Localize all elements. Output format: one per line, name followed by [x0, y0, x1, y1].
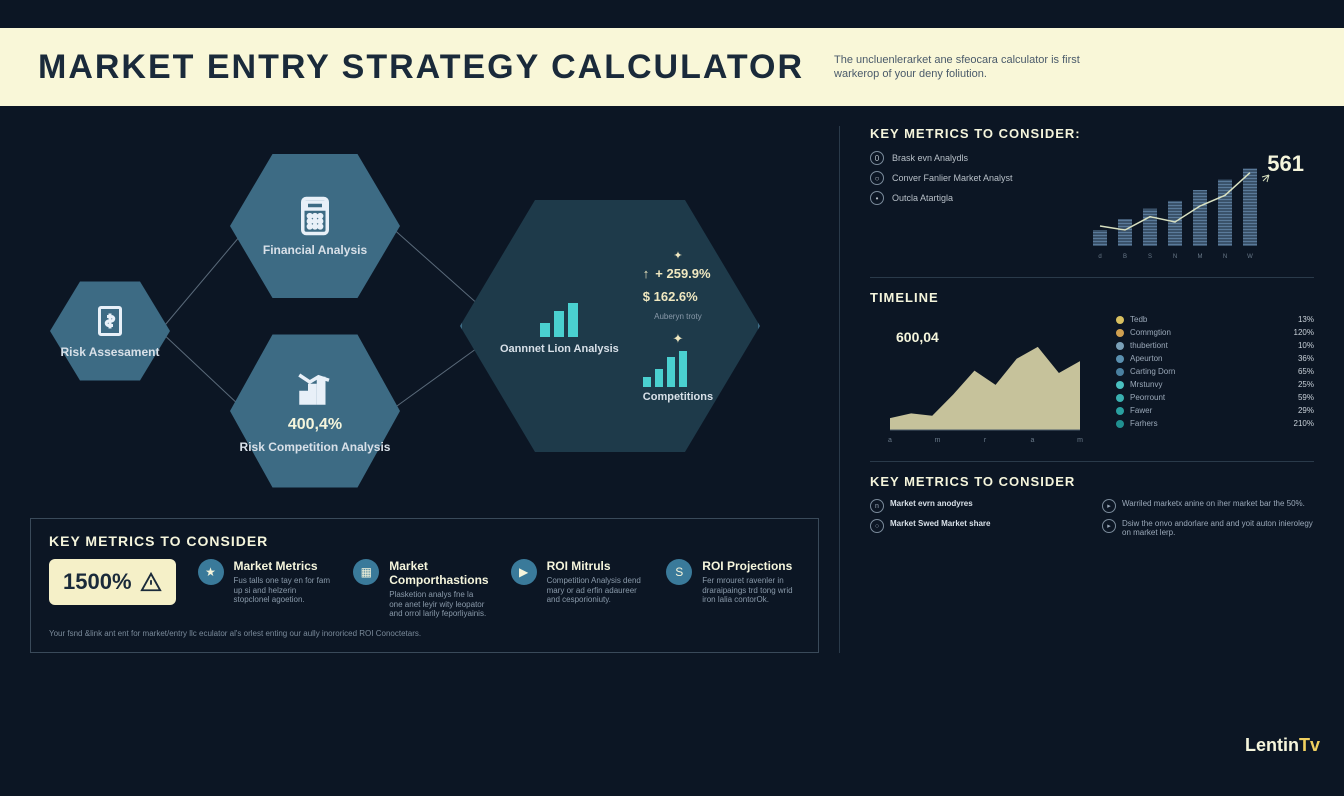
bottom-panel-title: KEY METRICS TO CONSIDER — [49, 533, 800, 549]
svg-text:W: W — [1247, 254, 1253, 260]
metric-icon: ▦ — [353, 559, 379, 585]
legend-item: Apeurton36% — [1116, 354, 1314, 363]
mini-bar-chart-1 — [540, 297, 578, 337]
svg-text:d: d — [1098, 254, 1101, 260]
percentage-badge: 1500% — [49, 559, 176, 605]
timeline-value: 600,04 — [896, 329, 939, 345]
warning-icon — [140, 571, 162, 593]
metric-title: ROI Projections — [702, 559, 800, 573]
metric-desc: Fus talls one tay en for fam up si and h… — [234, 576, 332, 605]
big-number: 561 — [1267, 151, 1304, 177]
footnote: Your fsnd &link ant ent for market/entry… — [49, 629, 800, 638]
bar-chart-icon — [294, 368, 336, 410]
key-metrics-section: KEY METRICS TO CONSIDER: 0Brask evn Anal… — [870, 126, 1314, 261]
calculator-icon — [294, 195, 336, 237]
metric-item: ▶ ROI Mitruls Competition Analysis dend ma… — [511, 559, 645, 619]
legend-item: thubertiont10% — [1116, 341, 1314, 350]
central-label-2: Competitions — [643, 391, 713, 403]
hex-value: 400,4% — [288, 416, 342, 434]
svg-text:m: m — [1077, 437, 1083, 444]
central-label-1: Oannnet Lion Analysіs — [500, 343, 619, 355]
svg-text:B: B — [1123, 254, 1127, 260]
metric-title: Market Metrics — [234, 559, 332, 573]
metric-icon: ★ — [198, 559, 224, 585]
right-panel: KEY METRICS TO CONSIDER: 0Brask evn Anal… — [860, 126, 1314, 653]
metric-item: ▦ Market Comporthastions Plasketion analys… — [353, 559, 488, 619]
svg-text:M: M — [1198, 254, 1203, 260]
metric-icon: S — [666, 559, 692, 585]
page-subtitle: The uncluenlerarket ane sfeocara calcula… — [834, 53, 1114, 82]
timeline-section: TIMELINE 600,04 a m r a m Tedb13% Commgtion12… — [870, 277, 1314, 445]
hex-label: Risk Assesament — [61, 345, 160, 359]
svg-text:N: N — [1223, 254, 1227, 260]
page-title: MARKET ENTRY STRATEGY CALCULATOR — [38, 48, 804, 87]
metric-title: Market Comporthastions — [389, 559, 488, 587]
hex-label: Risk Competition Analysis — [240, 440, 391, 454]
legend-item: Farhers210% — [1116, 419, 1314, 428]
legend-item: Tedb13% — [1116, 315, 1314, 324]
hexagon-diagram: Risk Assesament Financial Analysis 400,4… — [30, 126, 819, 506]
dollar-doc-icon — [92, 303, 128, 339]
list-item: ▸Warriled marketx anine on iher market b… — [1102, 499, 1314, 513]
legend-item: Mrstunvy25% — [1116, 380, 1314, 389]
section-title: KEY METRICS TO CONSIDER — [870, 474, 1314, 489]
timeline-legend: Tedb13% Commgtion120% thubertiont10% Apeurt… — [1116, 315, 1314, 445]
list-item: ○Market Swed Market share — [870, 519, 1082, 533]
central-stat-sub: Auberyn troty — [643, 312, 713, 321]
metric-title: ROI Mitruls — [547, 559, 645, 573]
hex-label: Financial Analysis — [263, 243, 367, 257]
left-panel: Risk Assesament Financial Analysis 400,4… — [30, 126, 840, 653]
list-item: ○Conver Fanlier Market Analyst — [870, 171, 1020, 185]
legend-item: Peorrount59% — [1116, 393, 1314, 402]
svg-text:a: a — [888, 437, 892, 444]
list-item: ▸Dsiw the onvo andorlare and and yoit au… — [1102, 519, 1314, 537]
section-title: KEY METRICS TO CONSIDER: — [870, 126, 1314, 141]
combo-chart: 561 d B S N M N W — [1036, 151, 1314, 261]
central-stat-1: ↑+ 259.9% — [643, 266, 713, 281]
hex-financial: Financial Analysis — [230, 146, 400, 306]
list-item: •Outcla Atartigla — [870, 191, 1020, 205]
timeline-area-chart: 600,04 a m r a m — [870, 315, 1100, 445]
metric-desc: Plasketion analys fne la one anet leyir … — [389, 590, 488, 619]
bottom-consider-section: KEY METRICS TO CONSIDER nMarket evrn ano… — [870, 461, 1314, 543]
mini-bar-chart-2 — [643, 351, 713, 387]
svg-text:m: m — [935, 437, 941, 444]
metric-desc: Fer mrouret ravenler in draraipaings trd… — [702, 576, 800, 605]
svg-text:a: a — [1031, 437, 1035, 444]
bottom-metrics-panel: KEY METRICS TO CONSIDER 1500% ★ Market Me… — [30, 518, 819, 653]
hex-central: Oannnet Lion Analysіs ✦ ↑+ 259.9% $ 162.… — [460, 186, 760, 466]
legend-item: Fawer29% — [1116, 406, 1314, 415]
legend-item: Commgtion120% — [1116, 328, 1314, 337]
hex-risk-assessment: Risk Assesament — [50, 276, 170, 386]
metric-desc: Competition Analysis dend mary or ad erf… — [547, 576, 645, 605]
metric-item: ★ Market Metrics Fus talls one tay en for … — [198, 559, 332, 619]
svg-text:N: N — [1173, 254, 1177, 260]
list-item: 0Brask evn Analydls — [870, 151, 1020, 165]
central-stat-2: $ 162.6% — [643, 289, 713, 304]
list-item: nMarket evrn anodyres — [870, 499, 1082, 513]
header-banner: MARKET ENTRY STRATEGY CALCULATOR The unc… — [0, 28, 1344, 106]
svg-text:S: S — [1148, 254, 1152, 260]
hex-competition: 400,4% Risk Competition Analysis — [230, 326, 400, 496]
metric-item: S ROI Projections Fer mrouret ravenler in … — [666, 559, 800, 619]
svg-text:r: r — [984, 437, 987, 444]
section-title: TIMELINE — [870, 290, 1314, 305]
metric-icon: ▶ — [511, 559, 537, 585]
legend-item: Carting Dorn65% — [1116, 367, 1314, 376]
brand-logo: LentinTv — [1245, 735, 1320, 756]
